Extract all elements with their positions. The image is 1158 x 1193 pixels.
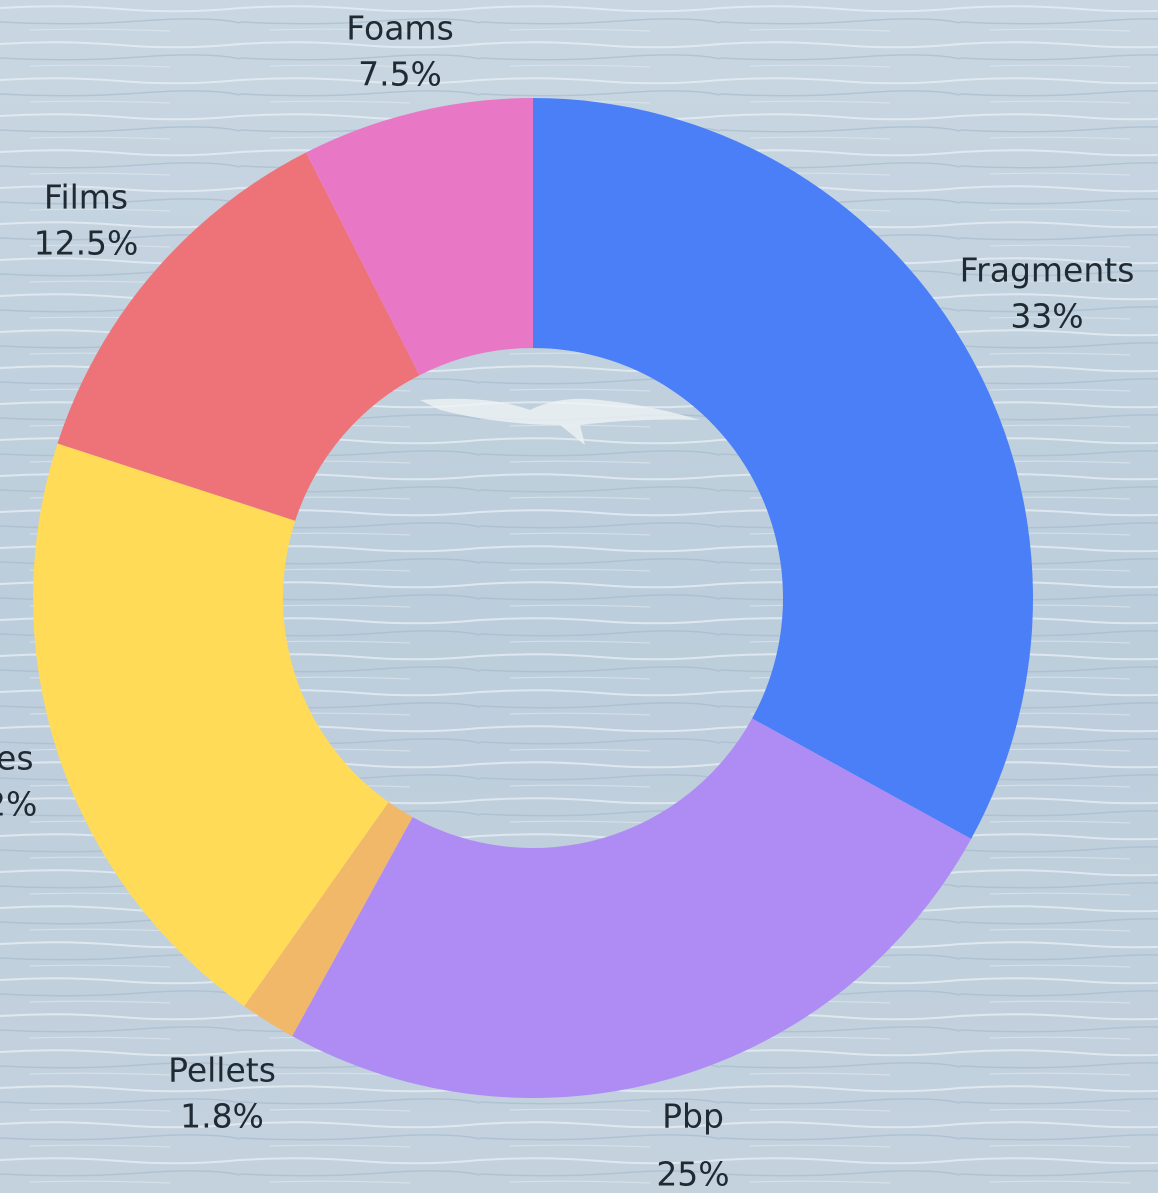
slice-value-label: 1.8% [180,1097,264,1136]
slice-label: Pbp [662,1097,724,1136]
donut-slice [306,98,533,376]
slice-value-label: 20.2% [0,785,37,824]
slice-value-label: 7.5% [358,55,442,94]
slice-label: Films [44,178,128,217]
donut-slice [244,802,413,1037]
donut-slice [533,98,1034,839]
donut-slice [292,718,972,1098]
slice-value-label: 12.5% [34,224,139,263]
slice-value-label: 33% [1010,297,1083,336]
slice-label: Foams [346,9,454,48]
slice-label: Pellets [168,1051,276,1090]
slice-label: Fibres [0,739,34,778]
donut-slice [33,443,389,1007]
slice-value-label: 25% [656,1155,729,1193]
bird [420,398,700,445]
slice-label: Fragments [960,251,1135,290]
donut-slice [57,152,420,521]
